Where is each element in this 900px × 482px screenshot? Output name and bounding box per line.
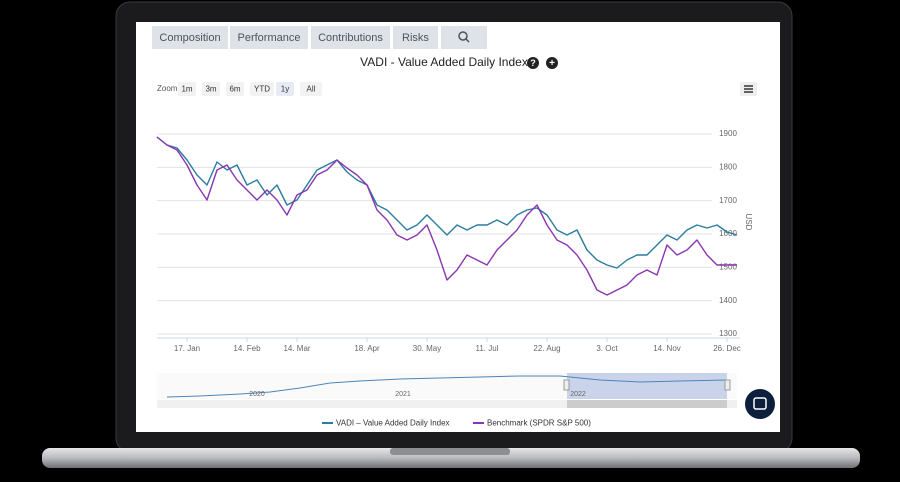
zoom-label: Zoom	[157, 84, 178, 93]
search-icon	[458, 31, 468, 41]
y-tick-label: 1500	[719, 262, 737, 271]
x-tick-label: 30. May	[413, 344, 441, 353]
laptop-notch	[390, 448, 510, 455]
x-tick-label: 14. Feb	[233, 344, 261, 353]
y-tick-label: 1600	[719, 229, 737, 238]
zoom-button[interactable]	[202, 82, 220, 96]
navigator-label: 2022	[570, 391, 586, 398]
tab-label: Performance	[238, 32, 301, 44]
tab-label: Risks	[402, 32, 429, 44]
x-tick-label: 3. Oct	[596, 344, 618, 353]
chat-icon	[753, 397, 767, 410]
laptop-base	[42, 448, 860, 468]
zoom-button-label: 1m	[181, 85, 192, 94]
navigator-handle[interactable]	[724, 379, 731, 391]
zoom-button-label: All	[307, 85, 316, 94]
tab[interactable]	[393, 26, 438, 49]
help-icon-glyph: ?	[530, 58, 536, 68]
legend: VADI – Value Added Daily Index Benchmark …	[322, 419, 591, 428]
chat-button[interactable]	[745, 389, 775, 419]
zoom-button-label: YTD	[254, 85, 270, 94]
tab-label: Composition	[159, 32, 220, 44]
x-tick-label: 22. Aug	[533, 344, 560, 353]
zoom-button[interactable]	[226, 82, 244, 96]
plot-area: 1300 1400 1500 1600 1700 1800 1900 17. Jan 14. F…	[156, 129, 741, 353]
zoom-button-label: 6m	[229, 85, 240, 94]
chart-title: VADI - Value Added Daily Index	[360, 55, 528, 69]
navigator-handle[interactable]	[563, 379, 570, 391]
x-tick-label: 18. Apr	[354, 344, 380, 353]
zoom-button-label: 1y	[281, 85, 289, 94]
add-icon-glyph: +	[549, 58, 555, 69]
zoom-buttons: 1m 3m 6m YTD 1y All	[178, 82, 322, 96]
help-icon[interactable]	[527, 57, 539, 69]
zoom-button[interactable]	[178, 82, 196, 96]
menu-icon	[744, 85, 753, 93]
navigator-selection[interactable]	[567, 373, 727, 399]
y-tick-label: 1300	[719, 329, 737, 338]
tab-label: Contributions	[318, 32, 383, 44]
tab[interactable]	[311, 26, 390, 49]
navigator-line	[166, 375, 728, 398]
y-axis-label: USD	[744, 214, 753, 231]
y-tick-label: 1700	[719, 196, 737, 205]
y-tick-label: 1900	[719, 129, 737, 138]
tab[interactable]	[230, 26, 308, 49]
tab-bar: Composition Performance Contributions Risks	[152, 26, 438, 49]
x-tick-label: 14. Mar	[283, 344, 310, 353]
search-tab[interactable]	[441, 26, 487, 49]
x-tick-label: 14. Nov	[653, 344, 681, 353]
scrollbar-thumb[interactable]	[567, 400, 727, 408]
zoom-button-label: 3m	[205, 85, 216, 94]
legend-label[interactable]: Benchmark (SPDR S&P 500)	[487, 419, 591, 428]
navigator-label: 2021	[395, 391, 411, 398]
series-line	[156, 136, 738, 269]
y-tick-label: 1400	[719, 296, 737, 305]
legend-label[interactable]: VADI – Value Added Daily Index	[336, 419, 450, 428]
x-tick-label: 26. Dec	[713, 344, 741, 353]
x-tick-label: 17. Jan	[174, 344, 200, 353]
zoom-button[interactable]	[276, 82, 294, 96]
zoom-button[interactable]	[250, 82, 274, 96]
scrollbar	[157, 400, 737, 408]
add-icon[interactable]	[546, 57, 558, 69]
navigator-label: 2020	[249, 391, 265, 398]
y-tick-label: 1800	[719, 162, 737, 171]
zoom-button[interactable]	[300, 82, 322, 96]
search-icon-handle	[465, 38, 470, 43]
tab[interactable]	[152, 26, 228, 49]
series-line	[156, 136, 737, 296]
navigator-labels: 2020 2021 2022	[249, 391, 586, 398]
x-tick-label: 11. Jul	[476, 344, 499, 353]
